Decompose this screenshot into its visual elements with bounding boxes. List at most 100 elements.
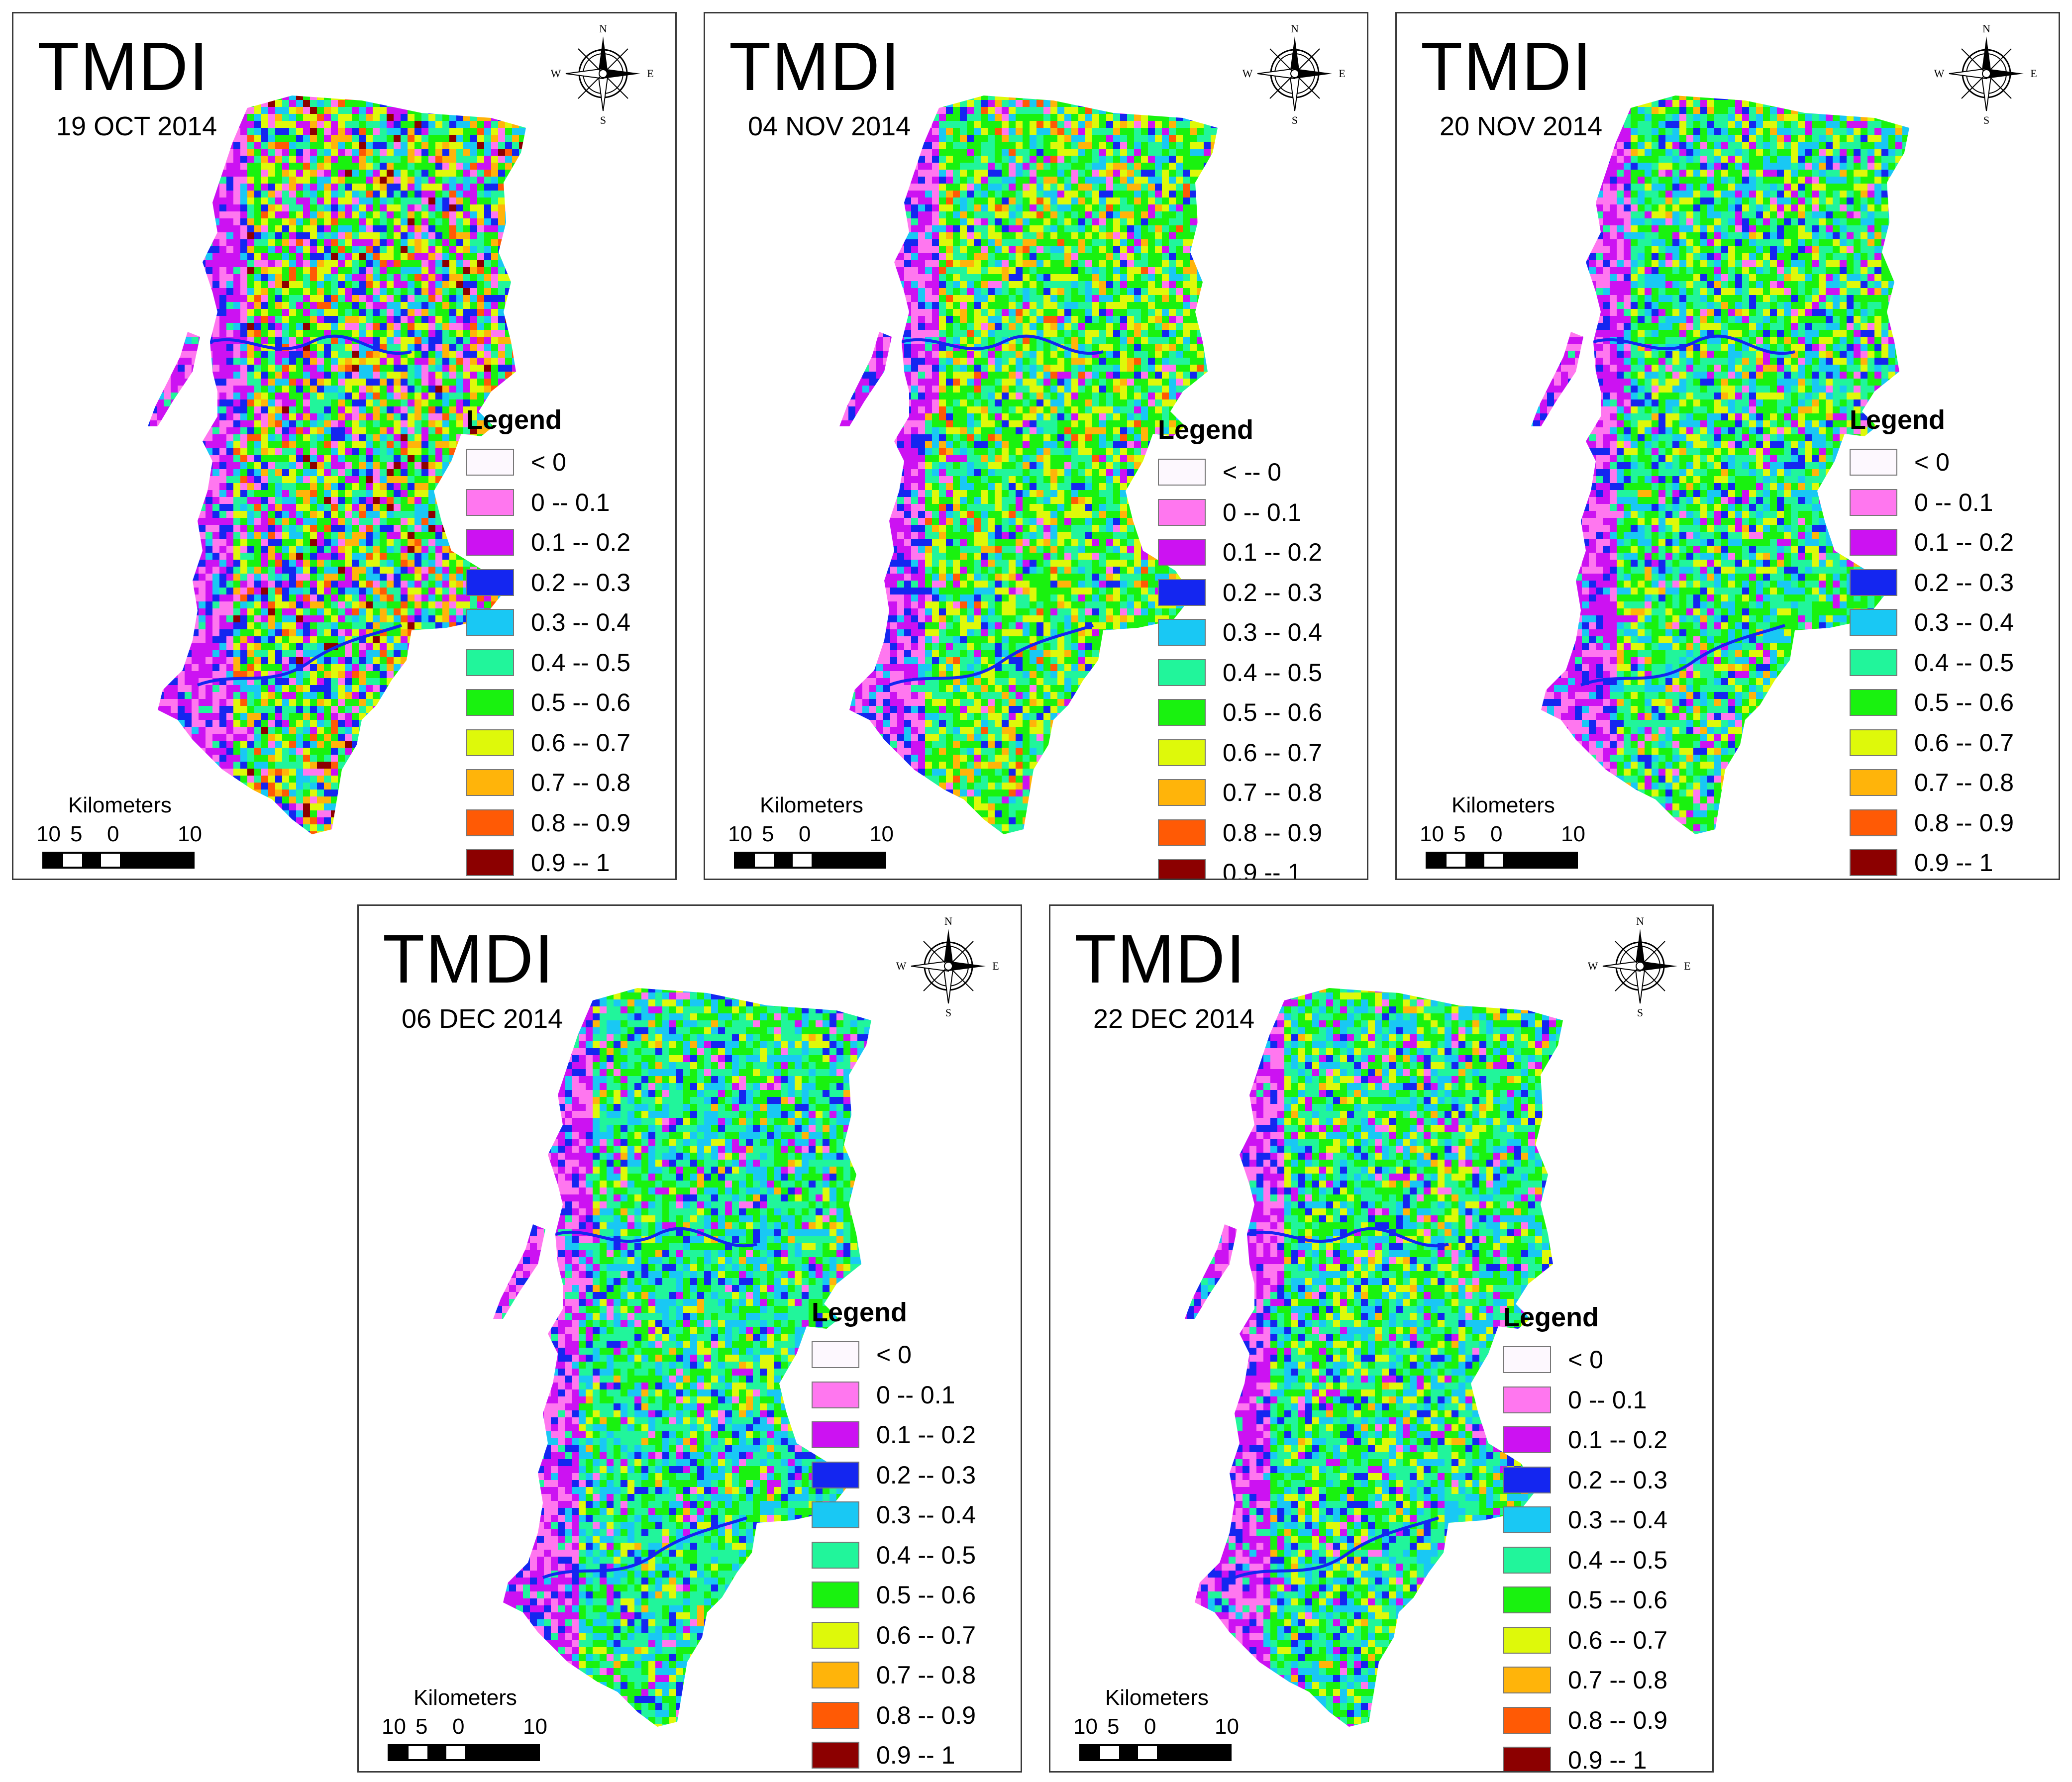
legend-item: 0 -- 0.1 — [812, 1375, 1001, 1415]
legend-label: 0 -- 0.1 — [876, 1381, 955, 1409]
legend-swatch — [466, 769, 514, 796]
legend-item: 0.8 -- 0.9 — [1158, 813, 1347, 853]
legend-swatch — [1158, 859, 1206, 879]
map-title: TMDI — [1074, 925, 1246, 993]
legend-label: 0.4 -- 0.5 — [1568, 1546, 1667, 1575]
map-panel: TMDI 04 NOV 2014 N S W E Legend < -- 0 0 -- 0.1 0… — [704, 12, 1368, 880]
legend-swatch — [812, 1742, 859, 1769]
scale-bar-tick: 0 — [107, 822, 119, 847]
legend-item: 0.1 -- 0.2 — [1158, 532, 1347, 573]
legend-swatch — [1158, 699, 1206, 726]
legend-label: 0.9 -- 1 — [1568, 1746, 1647, 1771]
legend-label: < 0 — [876, 1340, 912, 1369]
legend-swatch — [466, 809, 514, 836]
legend-swatch — [812, 1421, 859, 1449]
compass-rose-icon: N S W E — [1243, 22, 1346, 126]
legend-label: 0.8 -- 0.9 — [876, 1701, 976, 1730]
legend-item: 0.7 -- 0.8 — [466, 763, 655, 803]
legend-item: 0 -- 0.1 — [1850, 483, 2039, 523]
legend-swatch — [466, 489, 514, 516]
legend-swatch — [1158, 739, 1206, 766]
legend-swatch — [1850, 489, 1897, 516]
scale-bar-tick: 0 — [799, 822, 811, 847]
scale-bar-segment — [409, 1746, 427, 1759]
scale-bar-graphic — [1426, 852, 1578, 869]
scale-bar: Kilometers 10 5 0 10 — [382, 1685, 552, 1765]
compass-label-s: S — [945, 1006, 951, 1018]
compass-label-s: S — [1292, 114, 1298, 126]
legend-label: 0.3 -- 0.4 — [531, 608, 630, 637]
scale-bar: Kilometers 10 5 0 10 — [728, 793, 898, 873]
legend-label: 0.6 -- 0.7 — [1223, 738, 1322, 767]
scale-bar-tick: 0 — [1490, 822, 1502, 847]
scale-bar-tick: 0 — [1144, 1714, 1156, 1739]
river-line — [1246, 1227, 1449, 1248]
legend: Legend < -- 0 0 -- 0.1 0.1 -- 0.2 0.2 -- 0.3… — [1158, 416, 1347, 879]
scale-bar-segment — [44, 854, 63, 867]
legend-label: 0.6 -- 0.7 — [531, 728, 630, 757]
scale-bar-segment — [1484, 854, 1503, 867]
compass-label-w: W — [1243, 67, 1253, 80]
legend-label: < 0 — [1914, 448, 1950, 477]
scale-bar-graphic — [1079, 1744, 1232, 1761]
legend-label: 0.3 -- 0.4 — [1568, 1505, 1667, 1534]
legend-swatch — [1503, 1426, 1551, 1454]
legend-item: 0.3 -- 0.4 — [466, 602, 655, 643]
scale-bar-graphic — [734, 852, 886, 869]
legend-item: 0.8 -- 0.9 — [812, 1695, 1001, 1736]
map-title: TMDI — [383, 925, 554, 993]
scale-bar: Kilometers 10 5 0 10 — [36, 793, 207, 873]
river-line — [542, 1516, 747, 1579]
legend-swatch — [1503, 1626, 1551, 1654]
compass-label-e: E — [1339, 67, 1345, 80]
legend-label: 0.1 -- 0.2 — [531, 528, 630, 557]
legend-item: 0.4 -- 0.5 — [1850, 643, 2039, 683]
scale-bar-graphic — [42, 852, 195, 869]
legend-item: 0.7 -- 0.8 — [1850, 763, 2039, 803]
scale-bar-tick: 5 — [1107, 1714, 1119, 1739]
legend-item: < 0 — [466, 442, 655, 483]
legend-label: 0.1 -- 0.2 — [1914, 528, 2014, 557]
legend-label: 0.4 -- 0.5 — [1223, 658, 1322, 687]
legend-swatch — [812, 1621, 859, 1649]
scale-bar-tick: 10 — [869, 822, 894, 847]
compass-label-e: E — [992, 960, 999, 972]
legend-label: 0.4 -- 0.5 — [1914, 648, 2014, 677]
scale-bar-segment — [390, 1746, 409, 1759]
scale-bar-title: Kilometers — [414, 1685, 517, 1710]
legend-item: 0.2 -- 0.3 — [812, 1455, 1001, 1495]
legend-label: 0.2 -- 0.3 — [1914, 568, 2014, 597]
legend-title: Legend — [812, 1299, 1001, 1326]
legend: Legend < 0 0 -- 0.1 0.1 -- 0.2 0.2 -- 0.3 0.3… — [1503, 1304, 1692, 1771]
legend-label: 0.1 -- 0.2 — [1568, 1425, 1667, 1454]
legend-swatch — [1503, 1747, 1551, 1771]
compass-label-n: N — [1982, 22, 1990, 35]
legend-item: 0.6 -- 0.7 — [1503, 1620, 1692, 1661]
scale-bar-segment — [1503, 854, 1576, 867]
legend-item: 0.5 -- 0.6 — [1850, 683, 2039, 723]
legend-label: 0.3 -- 0.4 — [1914, 608, 2014, 637]
legend-item: 0.8 -- 0.9 — [1850, 803, 2039, 843]
scale-bar-tick: 5 — [70, 822, 82, 847]
scale-bar-tick: 10 — [1073, 1714, 1098, 1739]
compass-rose-icon: N S W E — [896, 915, 999, 1018]
legend-label: 0.1 -- 0.2 — [1223, 538, 1322, 567]
map-panel: TMDI 19 OCT 2014 N S W E Legend < 0 0 -- 0.1 0.1 … — [12, 12, 677, 880]
legend-swatch — [812, 1582, 859, 1609]
map-date: 20 NOV 2014 — [1440, 113, 1602, 140]
legend-item: < 0 — [1503, 1340, 1692, 1380]
map-date: 22 DEC 2014 — [1093, 1005, 1254, 1032]
compass-label-e: E — [1684, 960, 1690, 972]
scale-bar-tick: 10 — [728, 822, 752, 847]
legend-item: 0.3 -- 0.4 — [1850, 602, 2039, 643]
legend-item: < 0 — [1850, 442, 2039, 483]
scale-bar-tick: 5 — [1453, 822, 1465, 847]
map-title: TMDI — [1421, 32, 1592, 101]
legend-swatch — [466, 449, 514, 476]
legend-swatch — [1158, 659, 1206, 686]
legend-label: 0.8 -- 0.9 — [1914, 808, 2014, 837]
legend-swatch — [1158, 539, 1206, 566]
legend-swatch — [466, 729, 514, 756]
scale-bar-segment — [793, 854, 812, 867]
river-line — [555, 1227, 757, 1248]
